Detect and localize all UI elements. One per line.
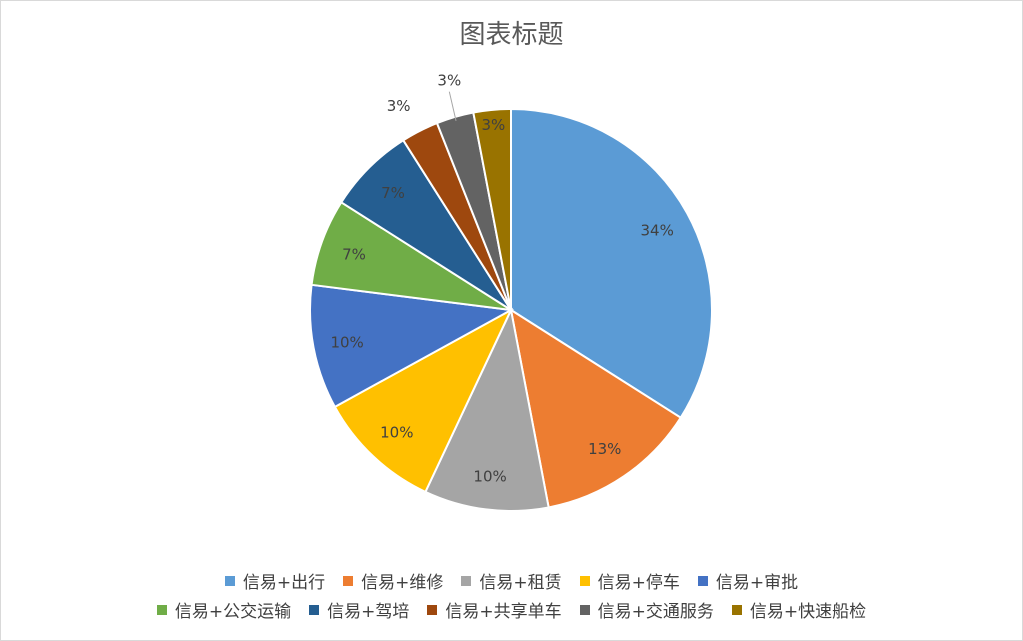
legend-label: 信易+租赁 <box>479 573 562 593</box>
legend-swatch-icon <box>224 575 235 586</box>
legend-item-3: 信易+停车 <box>579 568 680 593</box>
legend-label: 信易+出行 <box>242 573 326 593</box>
legend-item-5: 信易+公交运输 <box>156 597 292 622</box>
data-label-0: 34% <box>641 222 674 240</box>
data-label-2: 10% <box>473 468 506 486</box>
legend-label: 信易+交通服务 <box>597 602 714 622</box>
pie-slice-4 <box>309 283 515 409</box>
data-label-3: 10% <box>380 424 413 442</box>
data-label-1: 13% <box>588 440 621 458</box>
data-label-6: 7% <box>381 184 405 202</box>
legend-swatch-icon <box>156 604 167 615</box>
legend-item-2: 信易+租赁 <box>461 568 562 593</box>
leader-line-8 <box>448 91 457 121</box>
legend-swatch-icon <box>579 604 590 615</box>
pie-slice-1 <box>509 307 683 509</box>
legend-label: 信易+公交运输 <box>174 602 292 622</box>
pie-slice-3 <box>333 307 514 494</box>
data-label-4: 10% <box>330 333 363 351</box>
data-label-8: 3% <box>437 72 461 90</box>
legend-label: 信易+快速船检 <box>749 602 867 622</box>
legend-swatch-icon <box>731 604 742 615</box>
legend-swatch-icon <box>697 575 708 586</box>
legend-item-1: 信易+维修 <box>343 568 443 593</box>
legend-swatch-icon <box>461 575 472 586</box>
data-label-7: 3% <box>387 97 411 115</box>
legend-item-8: 信易+交通服务 <box>579 597 714 622</box>
chart-title: 图表标题 <box>459 20 564 50</box>
legend-label: 信易+停车 <box>597 573 680 593</box>
pie-slice-0 <box>510 107 713 420</box>
pie-slice-2 <box>424 306 550 512</box>
legend-item-6: 信易+驾培 <box>309 597 409 622</box>
legend-label: 信易+维修 <box>361 573 444 593</box>
legend-row: 信易+出行 信易+维修 信易+租赁 信易+停车 信易+审批 <box>0 566 1023 595</box>
legend-item-9: 信易+快速船检 <box>731 597 867 622</box>
legend-swatch-icon <box>579 575 590 586</box>
legend-swatch-icon <box>343 575 354 586</box>
data-label-5: 7% <box>342 245 366 263</box>
legend-item-0: 信易+出行 <box>224 568 326 593</box>
legend: 信易+出行 信易+维修 信易+租赁 信易+停车 信易+审批 信易+公交运输 信易+驾培 信易… <box>0 566 1023 624</box>
legend-label: 信易+共享单车 <box>445 602 562 622</box>
data-label-9: 3% <box>482 116 506 134</box>
legend-label: 信易+驾培 <box>327 602 410 622</box>
legend-item-4: 信易+审批 <box>697 568 799 593</box>
legend-label: 信易+审批 <box>715 573 799 593</box>
legend-swatch-icon <box>309 604 320 615</box>
legend-row: 信易+公交运输 信易+驾培 信易+共享单车 信易+交通服务 信易+快速船检 <box>0 595 1023 624</box>
legend-swatch-icon <box>427 604 438 615</box>
legend-item-7: 信易+共享单车 <box>427 597 562 622</box>
pie-slice-9 <box>472 107 512 311</box>
